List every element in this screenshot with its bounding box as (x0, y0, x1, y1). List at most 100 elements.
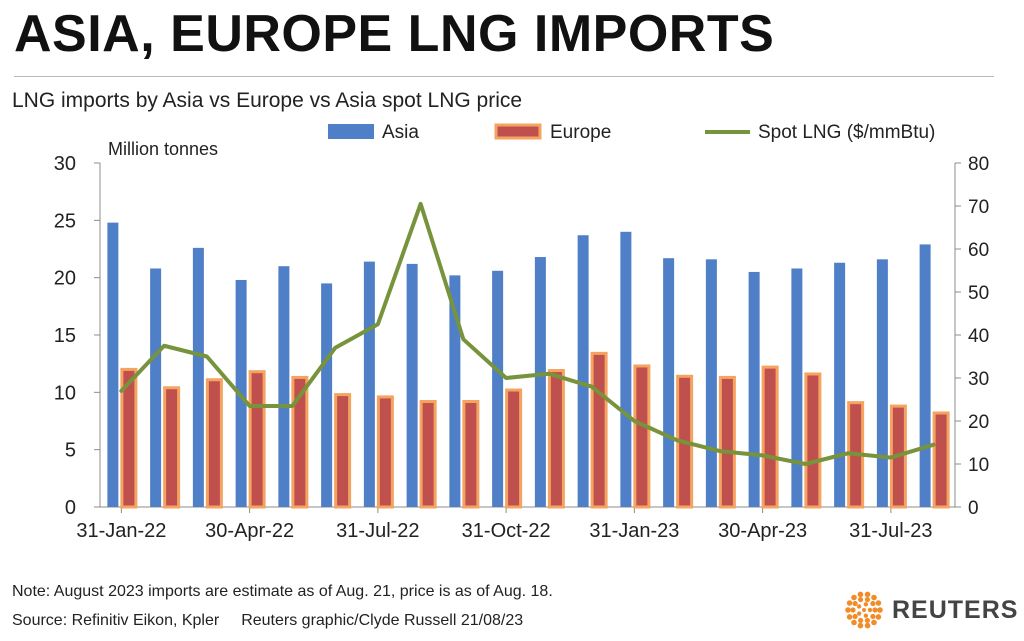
europe-bar (633, 364, 651, 509)
logo-dot (852, 613, 858, 620)
europe-bar (334, 393, 352, 509)
logo-dot (864, 622, 871, 629)
logo-dot (867, 607, 873, 613)
asia-bar (748, 271, 760, 507)
logo-dot (851, 619, 857, 626)
europe-bar (248, 370, 266, 509)
legend-label-europe: Europe (550, 122, 611, 143)
europe-bar (932, 411, 950, 509)
left-tick-label: 30 (54, 153, 76, 175)
left-tick-label: 5 (65, 440, 76, 462)
logo-dot (863, 602, 869, 607)
asia-bar (876, 259, 888, 507)
logo-dot (864, 617, 870, 624)
x-tick-label: 31-Jan-22 (76, 520, 166, 542)
europe-bar (291, 375, 309, 509)
credit-text: Reuters graphic/Clyde Russell 21/08/23 (241, 612, 524, 629)
logo-dot (857, 591, 864, 598)
x-tick-label: 30-Apr-22 (205, 520, 294, 542)
chart-title: ASIA, EUROPE LNG IMPORTS (14, 5, 775, 63)
y-axis-label: Million tonnes (108, 139, 218, 159)
logo-dot (871, 619, 877, 626)
europe-bar (590, 351, 608, 509)
asia-bar (150, 268, 162, 507)
chart-subtitle: LNG imports by Asia vs Europe vs Asia sp… (12, 89, 523, 112)
europe-bar (462, 400, 480, 509)
logo-dot (846, 614, 853, 620)
europe-bar (547, 369, 565, 509)
logo-dot (856, 611, 862, 616)
right-tick-label: 30 (968, 369, 989, 390)
x-tick-label: 31-Jul-22 (336, 520, 419, 542)
asia-bar (620, 231, 632, 508)
logo-dot (851, 594, 857, 601)
logo-dot (862, 608, 866, 612)
left-tick-label: 25 (54, 210, 76, 232)
logo-dot (852, 600, 858, 607)
logo-dot (871, 594, 877, 601)
right-tick-label: 20 (968, 412, 989, 433)
left-tick-label: 20 (54, 268, 76, 290)
lng-chart: Asia Europe Spot LNG ($/mmBtu) Million t… (54, 122, 989, 542)
logo-dot (858, 617, 864, 624)
logo-dot (863, 613, 869, 618)
logo-dot (875, 614, 882, 620)
logo-dot (870, 613, 876, 620)
europe-bar (419, 400, 437, 509)
right-tick-label: 60 (968, 240, 989, 261)
right-tick-label: 10 (968, 455, 989, 476)
right-tick-label: 80 (968, 154, 989, 175)
left-tick-label: 10 (54, 382, 76, 404)
logo-dot (877, 607, 883, 613)
source-text: Source: Refinitiv Eikon, Kpler (12, 612, 220, 629)
x-tick-label: 31-Jul-23 (849, 520, 932, 542)
plot-area: 0 5 10 15 20 25 30 0 10 20 30 40 50 60 70 80 31-Jan-22 30… (54, 153, 989, 542)
asia-bar (492, 270, 504, 507)
reuters-dots-icon (845, 591, 883, 629)
logo-dot (850, 607, 856, 613)
asia-bar (534, 257, 546, 507)
legend-label-spot: Spot LNG ($/mmBtu) (758, 122, 935, 143)
logo-dot (857, 622, 864, 629)
europe-bar (718, 375, 736, 509)
asia-bar (919, 244, 931, 507)
right-tick-label: 50 (968, 283, 989, 304)
europe-bar (205, 378, 223, 509)
title-divider (14, 76, 994, 77)
europe-bar (120, 367, 138, 509)
europe-bar (505, 388, 523, 509)
reuters-logo: REUTERS (844, 590, 1018, 630)
logo-dot (870, 600, 876, 607)
x-tick-label: 31-Jan-23 (589, 520, 679, 542)
asia-bar (577, 235, 589, 508)
europe-bar (376, 395, 394, 509)
asia-bar (834, 262, 846, 507)
logo-dot (858, 596, 864, 603)
right-tick-label: 70 (968, 197, 989, 218)
logo-dot (864, 596, 870, 603)
source-line: Source: Refinitiv Eikon, Kpler Reuters gr… (12, 612, 523, 630)
legend-swatch-europe (494, 123, 542, 140)
asia-bar (278, 266, 290, 507)
logo-dot (872, 607, 878, 613)
logo-dot (864, 591, 871, 598)
legend: Asia Europe Spot LNG ($/mmBtu) (328, 122, 935, 143)
reuters-logo-text: REUTERS (892, 595, 1019, 624)
right-tick-label: 40 (968, 326, 989, 347)
asia-bar (791, 268, 803, 507)
logo-dot (845, 607, 851, 613)
asia-bar (449, 275, 461, 507)
europe-bar (804, 372, 822, 509)
asia-bar (406, 263, 418, 507)
x-tick-label: 31-Oct-22 (462, 520, 551, 542)
asia-bar (705, 259, 717, 507)
europe-bar (163, 386, 181, 509)
logo-dot (875, 600, 882, 606)
europe-bar (761, 365, 779, 509)
asia-bar (192, 247, 204, 507)
footnote: Note: August 2023 imports are estimate a… (12, 583, 553, 600)
asia-bar (663, 258, 675, 507)
legend-swatch-asia (328, 124, 374, 139)
x-tick-label: 30-Apr-23 (718, 520, 807, 542)
left-tick-label: 0 (65, 497, 76, 519)
